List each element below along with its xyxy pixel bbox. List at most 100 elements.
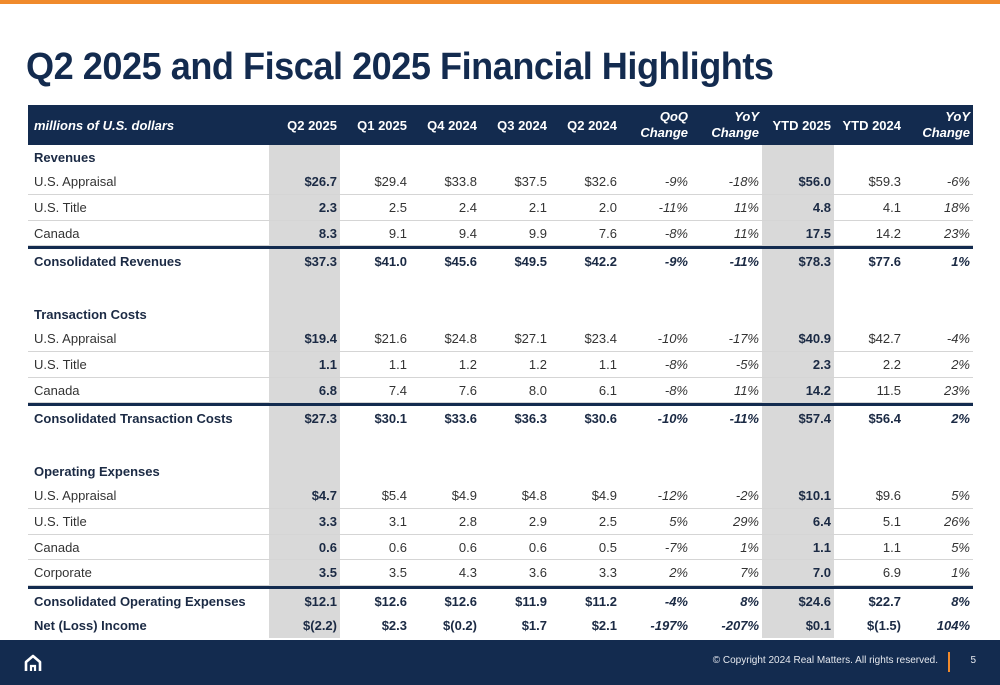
table-row: U.S. Appraisal $4.7 $5.4 $4.9 $4.8 $4.9 -12% -2…: [28, 484, 973, 510]
table-row: Canada 0.6 0.6 0.6 0.6 0.5 -7% 1% 1.1 1.1 5%: [28, 535, 973, 561]
column-header: Q4 2024: [427, 117, 477, 133]
table-cell: -12%: [657, 488, 688, 504]
table-cell: 2%: [951, 356, 970, 372]
table-body: Revenues U.S. Appraisal $26.7 $29.4 $33.8 $37…: [28, 145, 973, 638]
table-cell: $42.2: [584, 254, 617, 270]
table-cell: 26%: [943, 513, 970, 529]
table-cell: 3.5: [388, 565, 407, 581]
table-cell: 6.9: [882, 565, 901, 581]
table-cell: -8%: [664, 382, 688, 398]
table-row: Consolidated Transaction Costs $27.3 $30.1…: [28, 403, 973, 431]
spacer-row: [28, 431, 973, 459]
table-cell: 14.2: [875, 225, 901, 241]
table-cell: 1.1: [882, 539, 901, 555]
table-cell: 9.9: [528, 225, 547, 241]
table-cell: -9%: [664, 254, 688, 270]
table-cell: 2%: [951, 411, 970, 427]
table-cell: $45.6: [444, 254, 477, 270]
table-cell: $22.7: [868, 593, 901, 609]
column-header-line: Change: [640, 125, 688, 140]
table-cell: $23.4: [584, 331, 617, 347]
table-cell: 1.1: [388, 356, 407, 372]
table-cell: 4.1: [882, 199, 901, 215]
table-cell: 18%: [943, 199, 970, 215]
table-cell: -197%: [650, 618, 688, 634]
row-label: Canada: [34, 225, 80, 241]
table-cell: $42.7: [868, 331, 901, 347]
footer-separator: [948, 652, 950, 672]
table-cell: 8%: [951, 593, 970, 609]
row-label: Consolidated Transaction Costs: [34, 411, 233, 427]
table-cell: 4.8: [812, 199, 831, 215]
table-cell: 2%: [669, 565, 688, 581]
table-cell: $(1.5): [867, 618, 901, 634]
table-cell: -17%: [728, 331, 759, 347]
column-header-line: QoQ: [659, 109, 688, 124]
table-cell: 8%: [740, 593, 759, 609]
financial-table: millions of U.S. dollars Q2 2025 Q1 2025 Q4…: [28, 105, 973, 639]
table-cell: 3.3: [598, 565, 617, 581]
table-cell: -4%: [946, 331, 970, 347]
row-label: Consolidated Revenues: [34, 254, 182, 270]
current-quarter-column-highlight: [269, 145, 340, 639]
footer-bar: © Copyright 2024 Real Matters. All right…: [0, 640, 1000, 685]
table-cell: 5%: [951, 488, 970, 504]
table-row: U.S. Title 3.3 3.1 2.8 2.9 2.5 5% 29% 6.4 5.1 26%: [28, 509, 973, 535]
column-header-line: YoY: [734, 109, 759, 124]
table-cell: $2.1: [591, 618, 617, 634]
table-row: Canada 6.8 7.4 7.6 8.0 6.1 -8% 11% 14.2 11.5 23%: [28, 378, 973, 404]
row-label: Transaction Costs: [34, 306, 147, 322]
row-label: Revenues: [34, 149, 96, 165]
table-cell: 23%: [943, 225, 970, 241]
column-header: YoY Change: [904, 105, 973, 145]
section-header-row: Operating Expenses: [28, 459, 973, 484]
table-cell: 1%: [951, 254, 970, 270]
table-row: U.S. Title 1.1 1.1 1.2 1.2 1.1 -8% -5% 2.3 2.2 2%: [28, 352, 973, 378]
table-cell: $37.3: [304, 254, 337, 270]
table-cell: 2.9: [528, 513, 547, 529]
table-cell: 5%: [951, 539, 970, 555]
table-cell: 8.0: [528, 382, 547, 398]
row-label: U.S. Title: [34, 199, 87, 215]
table-cell: $30.6: [584, 411, 617, 427]
table-cell: $33.8: [444, 174, 477, 190]
table-cell: 0.5: [598, 539, 617, 555]
table-cell: $56.4: [868, 411, 901, 427]
table-cell: 3.6: [528, 565, 547, 581]
table-cell: $(0.2): [443, 618, 477, 634]
table-cell: 7%: [740, 565, 759, 581]
table-cell: 7.6: [598, 225, 617, 241]
table-cell: $27.1: [514, 331, 547, 347]
table-cell: -18%: [728, 174, 759, 190]
table-row: Consolidated Revenues $37.3 $41.0 $45.6 $49.…: [28, 246, 973, 274]
table-cell: $12.6: [444, 593, 477, 609]
table-cell: -6%: [946, 174, 970, 190]
table-cell: $24.6: [798, 593, 831, 609]
table-cell: 2.5: [388, 199, 407, 215]
table-row: Corporate 3.5 3.5 4.3 3.6 3.3 2% 7% 7.0 6.9 1%: [28, 560, 973, 586]
table-cell: 9.1: [388, 225, 407, 241]
table-cell: 6.8: [318, 382, 337, 398]
table-cell: $2.3: [381, 618, 407, 634]
table-cell: 6.1: [598, 382, 617, 398]
top-accent-stripe: [0, 0, 1000, 4]
column-header: QoQ Change: [620, 105, 691, 145]
table-cell: 14.2: [805, 382, 831, 398]
table-cell: 1.2: [458, 356, 477, 372]
table-cell: 5.1: [882, 513, 901, 529]
table-cell: 2.3: [812, 356, 831, 372]
table-cell: 11.5: [876, 382, 901, 398]
table-cell: 8.3: [318, 225, 337, 241]
table-cell: $24.8: [444, 331, 477, 347]
table-cell: $36.3: [514, 411, 547, 427]
table-cell: 17.5: [805, 225, 831, 241]
row-label: Consolidated Operating Expenses: [34, 593, 246, 609]
row-label: Canada: [34, 382, 80, 398]
table-cell: $26.7: [304, 174, 337, 190]
table-cell: $4.9: [451, 488, 477, 504]
table-cell: 2.3: [318, 199, 337, 215]
row-label: U.S. Title: [34, 513, 87, 529]
table-cell: $1.7: [521, 618, 547, 634]
section-header-row: Transaction Costs: [28, 302, 973, 327]
table-cell: -10%: [657, 331, 688, 347]
